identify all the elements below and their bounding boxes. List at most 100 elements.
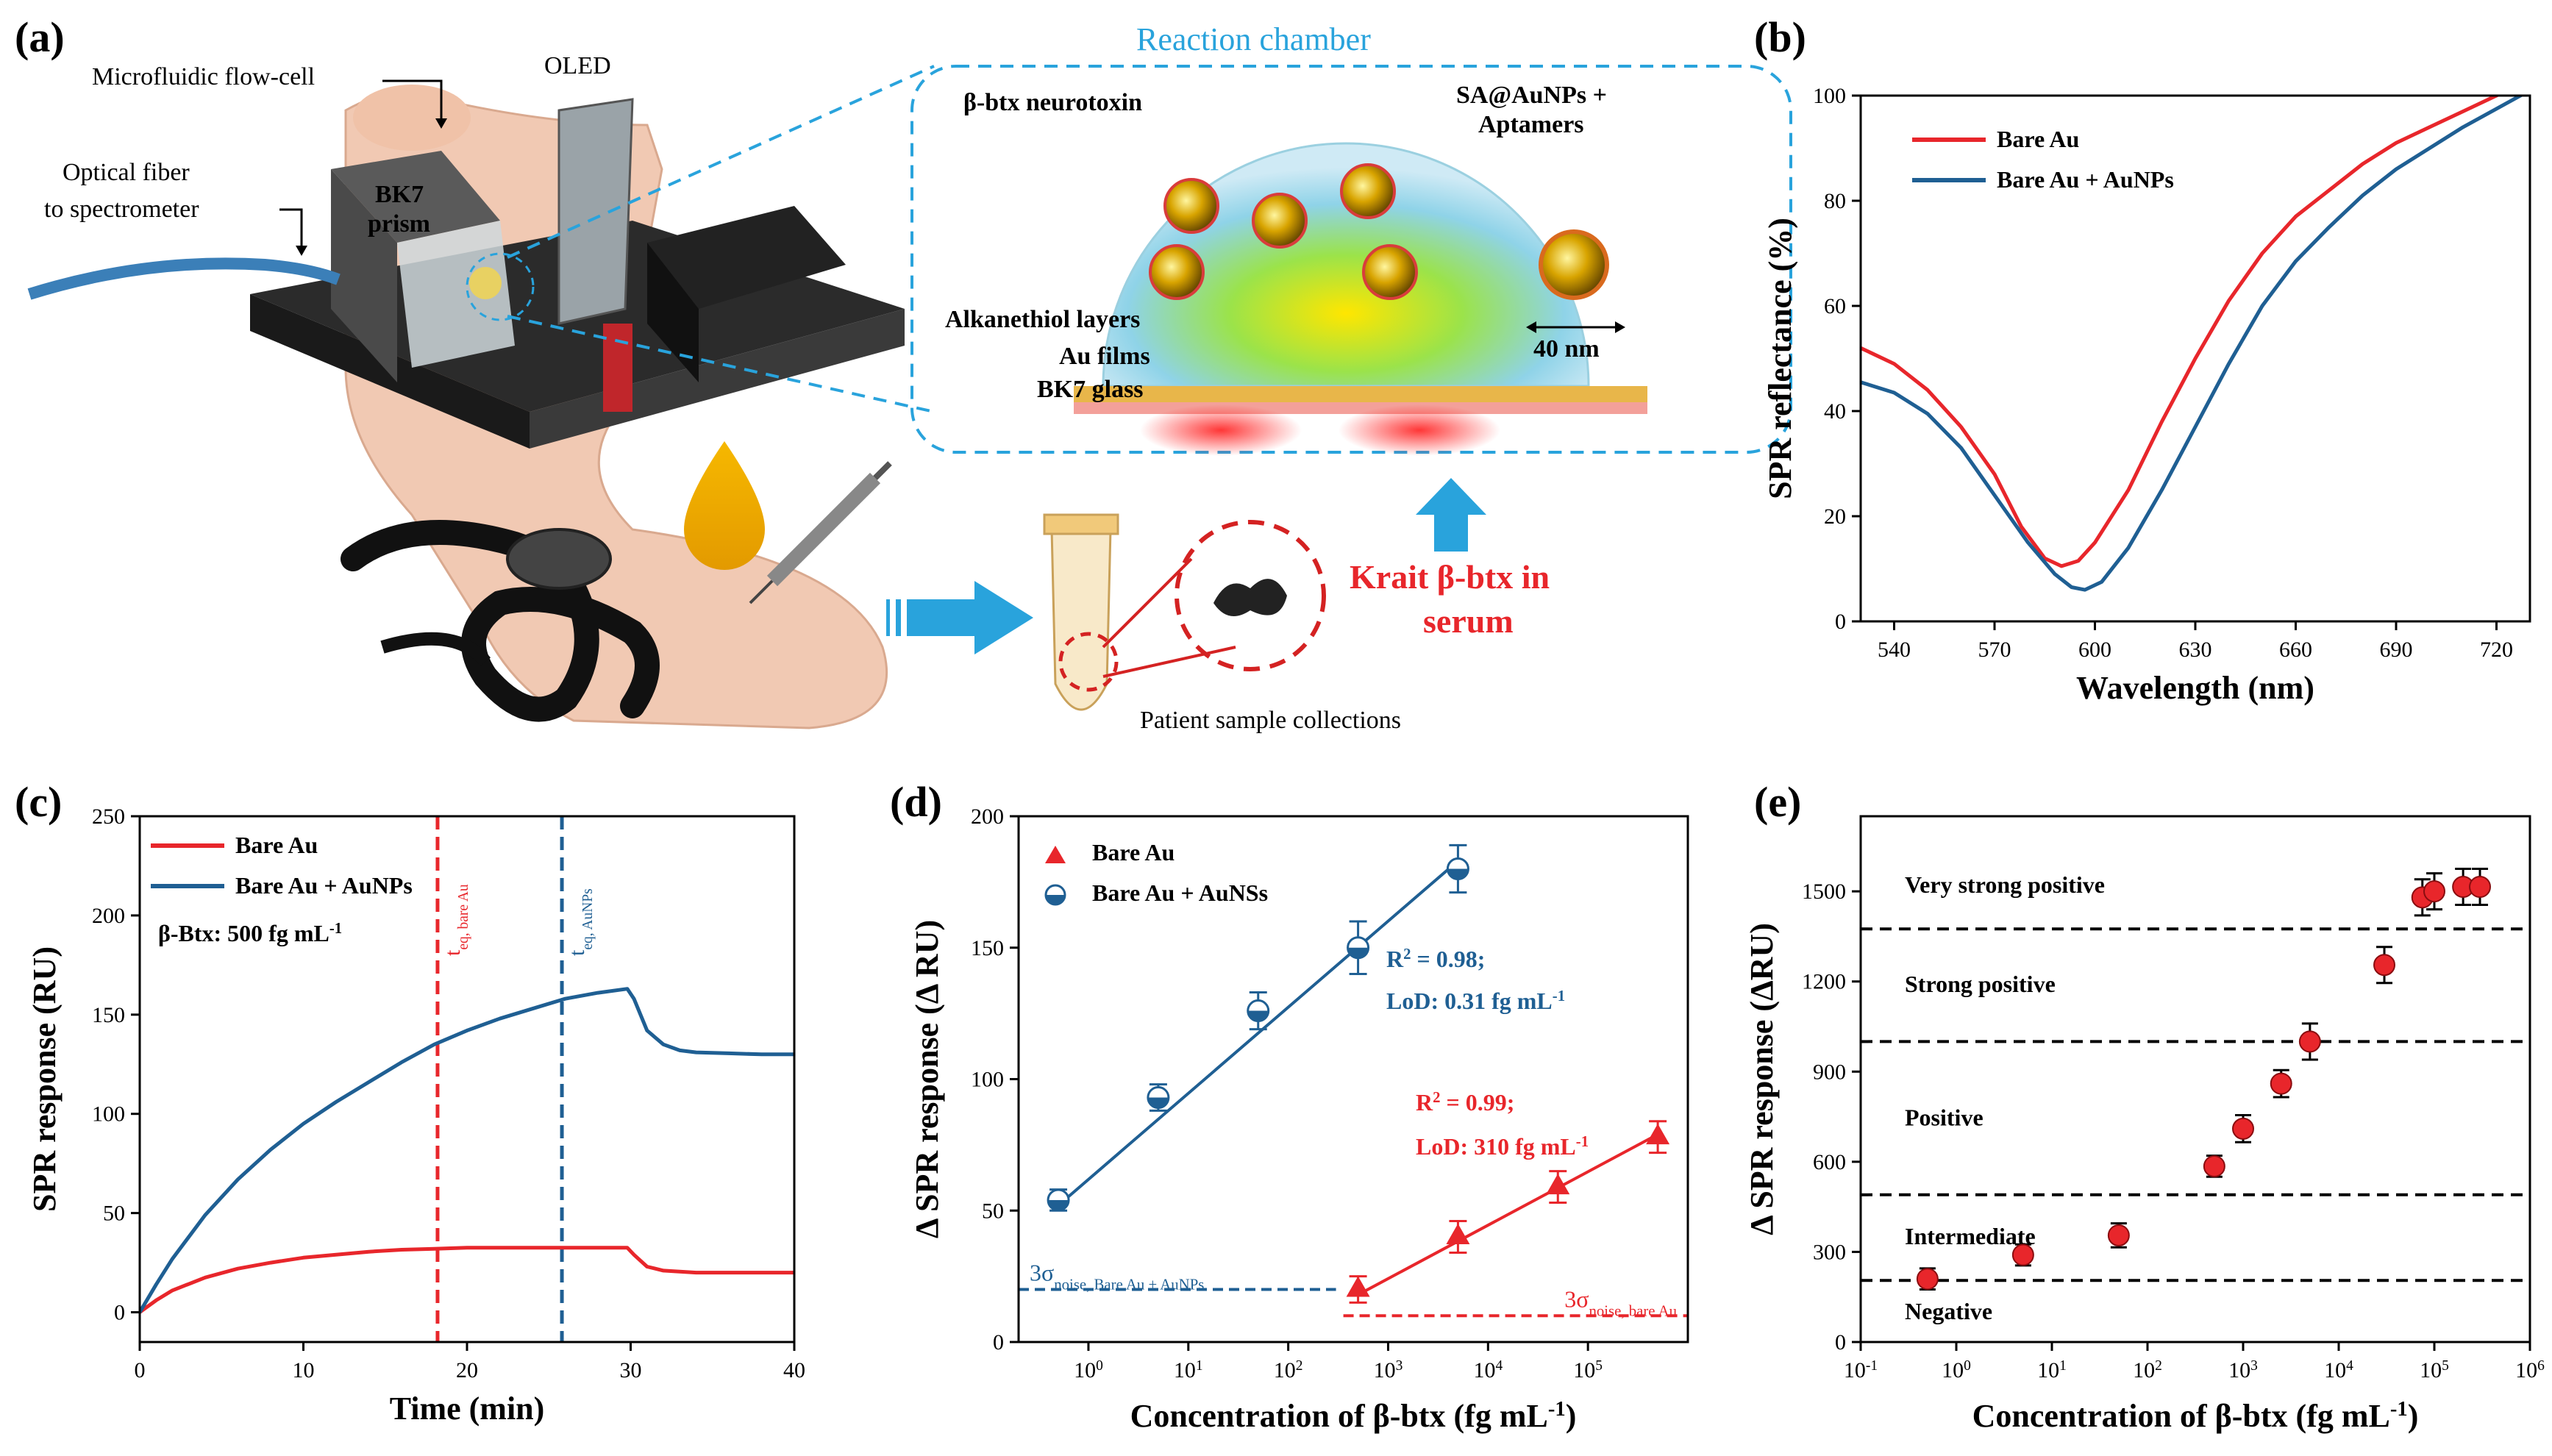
y-tick-label: 150 <box>971 936 1004 960</box>
y-tick-label: 0 <box>1835 610 1846 634</box>
oled-panel <box>557 98 634 325</box>
data-point-half <box>1447 868 1469 879</box>
legend-label: Bare Au <box>1997 126 2079 152</box>
data-point-half <box>1048 1199 1069 1210</box>
fit-label-r2-part: 2 <box>1433 1089 1440 1106</box>
x-axis-title-part: -1 <box>1548 1398 1566 1421</box>
noise-label-part: 3σ <box>1564 1285 1589 1312</box>
x-tick-label: 102 <box>2133 1358 2162 1383</box>
x-tick-label: 30 <box>620 1358 642 1382</box>
x-axis-title-part: ) <box>1566 1398 1577 1434</box>
legend-marker-triangle <box>1045 846 1066 863</box>
fit-label-r2-part: R <box>1416 1089 1433 1116</box>
x-tick-label: 102 <box>1274 1358 1303 1383</box>
x-tick-label: 10-1 <box>1844 1358 1878 1383</box>
label-au-films: Au films <box>1059 343 1150 370</box>
x-tick-label: 100 <box>1942 1358 1971 1383</box>
label-bk7-1: BK7 <box>375 181 424 208</box>
label-microfluidic: Microfluidic flow-cell <box>92 63 315 90</box>
y-tick-label: 900 <box>1813 1060 1846 1084</box>
legend-label: Bare Au + AuNSs <box>1092 879 1268 906</box>
y-tick-label: 1500 <box>1802 879 1846 904</box>
data-point <box>1916 1268 1939 1291</box>
y-tick-label: 40 <box>1824 399 1846 424</box>
x-axis-title-part: ) <box>2408 1398 2419 1434</box>
prism-holder <box>331 151 500 243</box>
vline-label-part: t <box>441 949 465 956</box>
fit-label-lod-part: LoD: 310 fg mL <box>1416 1133 1576 1160</box>
noise-label-part: noise, bare Au <box>1589 1302 1677 1319</box>
x-tick-label-part: 10 <box>1844 1358 1866 1382</box>
panel-label-b: (b) <box>1754 13 1806 61</box>
noise-label: 3σnoise, bare Au <box>1564 1285 1677 1319</box>
data-point <box>2232 1117 2254 1140</box>
label-sa-aunps-2: Aptamers <box>1478 111 1584 138</box>
x-tick-label: 720 <box>2480 638 2513 662</box>
region-label: Positive <box>1905 1105 1983 1131</box>
data-point-half <box>1347 947 1369 958</box>
fit-label-r2-part: = 0.98; <box>1411 946 1486 972</box>
region-label: Intermediate <box>1905 1223 2036 1249</box>
y-tick-label: 0 <box>114 1301 125 1325</box>
y-tick-label: 300 <box>1813 1240 1846 1264</box>
y-axis-title: Δ SPR response (ΔRU) <box>1744 923 1780 1235</box>
y-tick-label: 150 <box>92 1003 125 1027</box>
noise-label: 3σnoise, Bare Au + AuNPs <box>1030 1260 1204 1293</box>
concentration-annotation-part: β-Btx: 500 fg mL <box>158 920 329 946</box>
y-tick-label: 50 <box>982 1199 1004 1223</box>
fit-label-r2-part: R <box>1386 946 1404 972</box>
label-krait-2: serum <box>1423 602 1514 640</box>
single-nanoparticle <box>1539 229 1609 300</box>
y-axis-title: SPR reflectance (%) <box>1762 218 1798 499</box>
noise-label-part: 3σ <box>1030 1260 1054 1286</box>
x-axis-title: Concentration of β-btx (fg mL-1) <box>1972 1398 2419 1435</box>
fit-line <box>1057 860 1459 1207</box>
x-tick-label-part: 10 <box>1174 1358 1196 1382</box>
clamp-block <box>647 206 846 309</box>
label-sa-aunps-1: SA@AuNPs + <box>1456 82 1607 109</box>
label-optical-fiber-1: Optical fiber <box>63 159 190 186</box>
series-line <box>1861 96 2501 568</box>
flow-arrow-up <box>1416 478 1486 552</box>
x-tick-label-part: 0 <box>1964 1358 1971 1374</box>
label-reaction-chamber: Reaction chamber <box>1136 21 1371 57</box>
legend-label: Bare Au + AuNPs <box>1997 166 2174 193</box>
data-point <box>2203 1155 2225 1177</box>
x-tick-label: 106 <box>2515 1358 2545 1383</box>
noise-label-part: noise, Bare Au + AuNPs <box>1054 1276 1204 1293</box>
data-point <box>2011 1243 2034 1266</box>
reaction-chamber-box <box>910 65 1792 454</box>
region-label: Strong positive <box>1905 971 2056 997</box>
label-patient: Patient sample collections <box>1140 707 1401 734</box>
fit-label-lod-part: -1 <box>1576 1133 1589 1150</box>
x-tick-label-part: 10 <box>1573 1358 1595 1382</box>
concentration-annotation: β-Btx: 500 fg mL-1 <box>158 920 342 947</box>
y-tick-label: 80 <box>1824 189 1846 213</box>
data-point <box>2373 954 2396 977</box>
x-tick-label-part: 10 <box>2228 1358 2250 1382</box>
legend-marker-half <box>1046 895 1065 904</box>
toxin-zoom-circle <box>1175 520 1326 671</box>
legend-label: Bare Au <box>235 832 318 858</box>
chart-e: Negative Intermediate Positive Strong posit… <box>1744 815 2545 1435</box>
x-tick-label-part: 10 <box>2515 1358 2537 1382</box>
x-tick-label-part: 10 <box>1074 1358 1096 1382</box>
panel-label-c: (c) <box>15 778 62 826</box>
y-axis-title: SPR response (RU) <box>26 946 63 1212</box>
x-tick-label-part: 0 <box>1096 1358 1103 1374</box>
x-tick-label-part: 10 <box>1274 1358 1296 1382</box>
flow-arrow-right <box>886 581 1033 654</box>
x-tick-label: 104 <box>1473 1358 1503 1383</box>
x-tick-label: 690 <box>2380 638 2413 662</box>
x-tick-label-part: 10 <box>1374 1358 1396 1382</box>
data-point <box>2423 880 2445 903</box>
x-tick-label-part: 10 <box>2037 1358 2059 1382</box>
au-film <box>1074 386 1647 402</box>
y-tick-label: 60 <box>1824 294 1846 318</box>
x-tick-label-part: 4 <box>2346 1358 2353 1374</box>
x-axis-title: Time (min) <box>390 1391 545 1427</box>
x-tick-label-part: 10 <box>1942 1358 1964 1382</box>
fit-label-lod: LoD: 310 fg mL-1 <box>1416 1133 1589 1160</box>
x-tick-label: 101 <box>1174 1358 1203 1383</box>
x-tick-label-part: 10 <box>2133 1358 2155 1382</box>
